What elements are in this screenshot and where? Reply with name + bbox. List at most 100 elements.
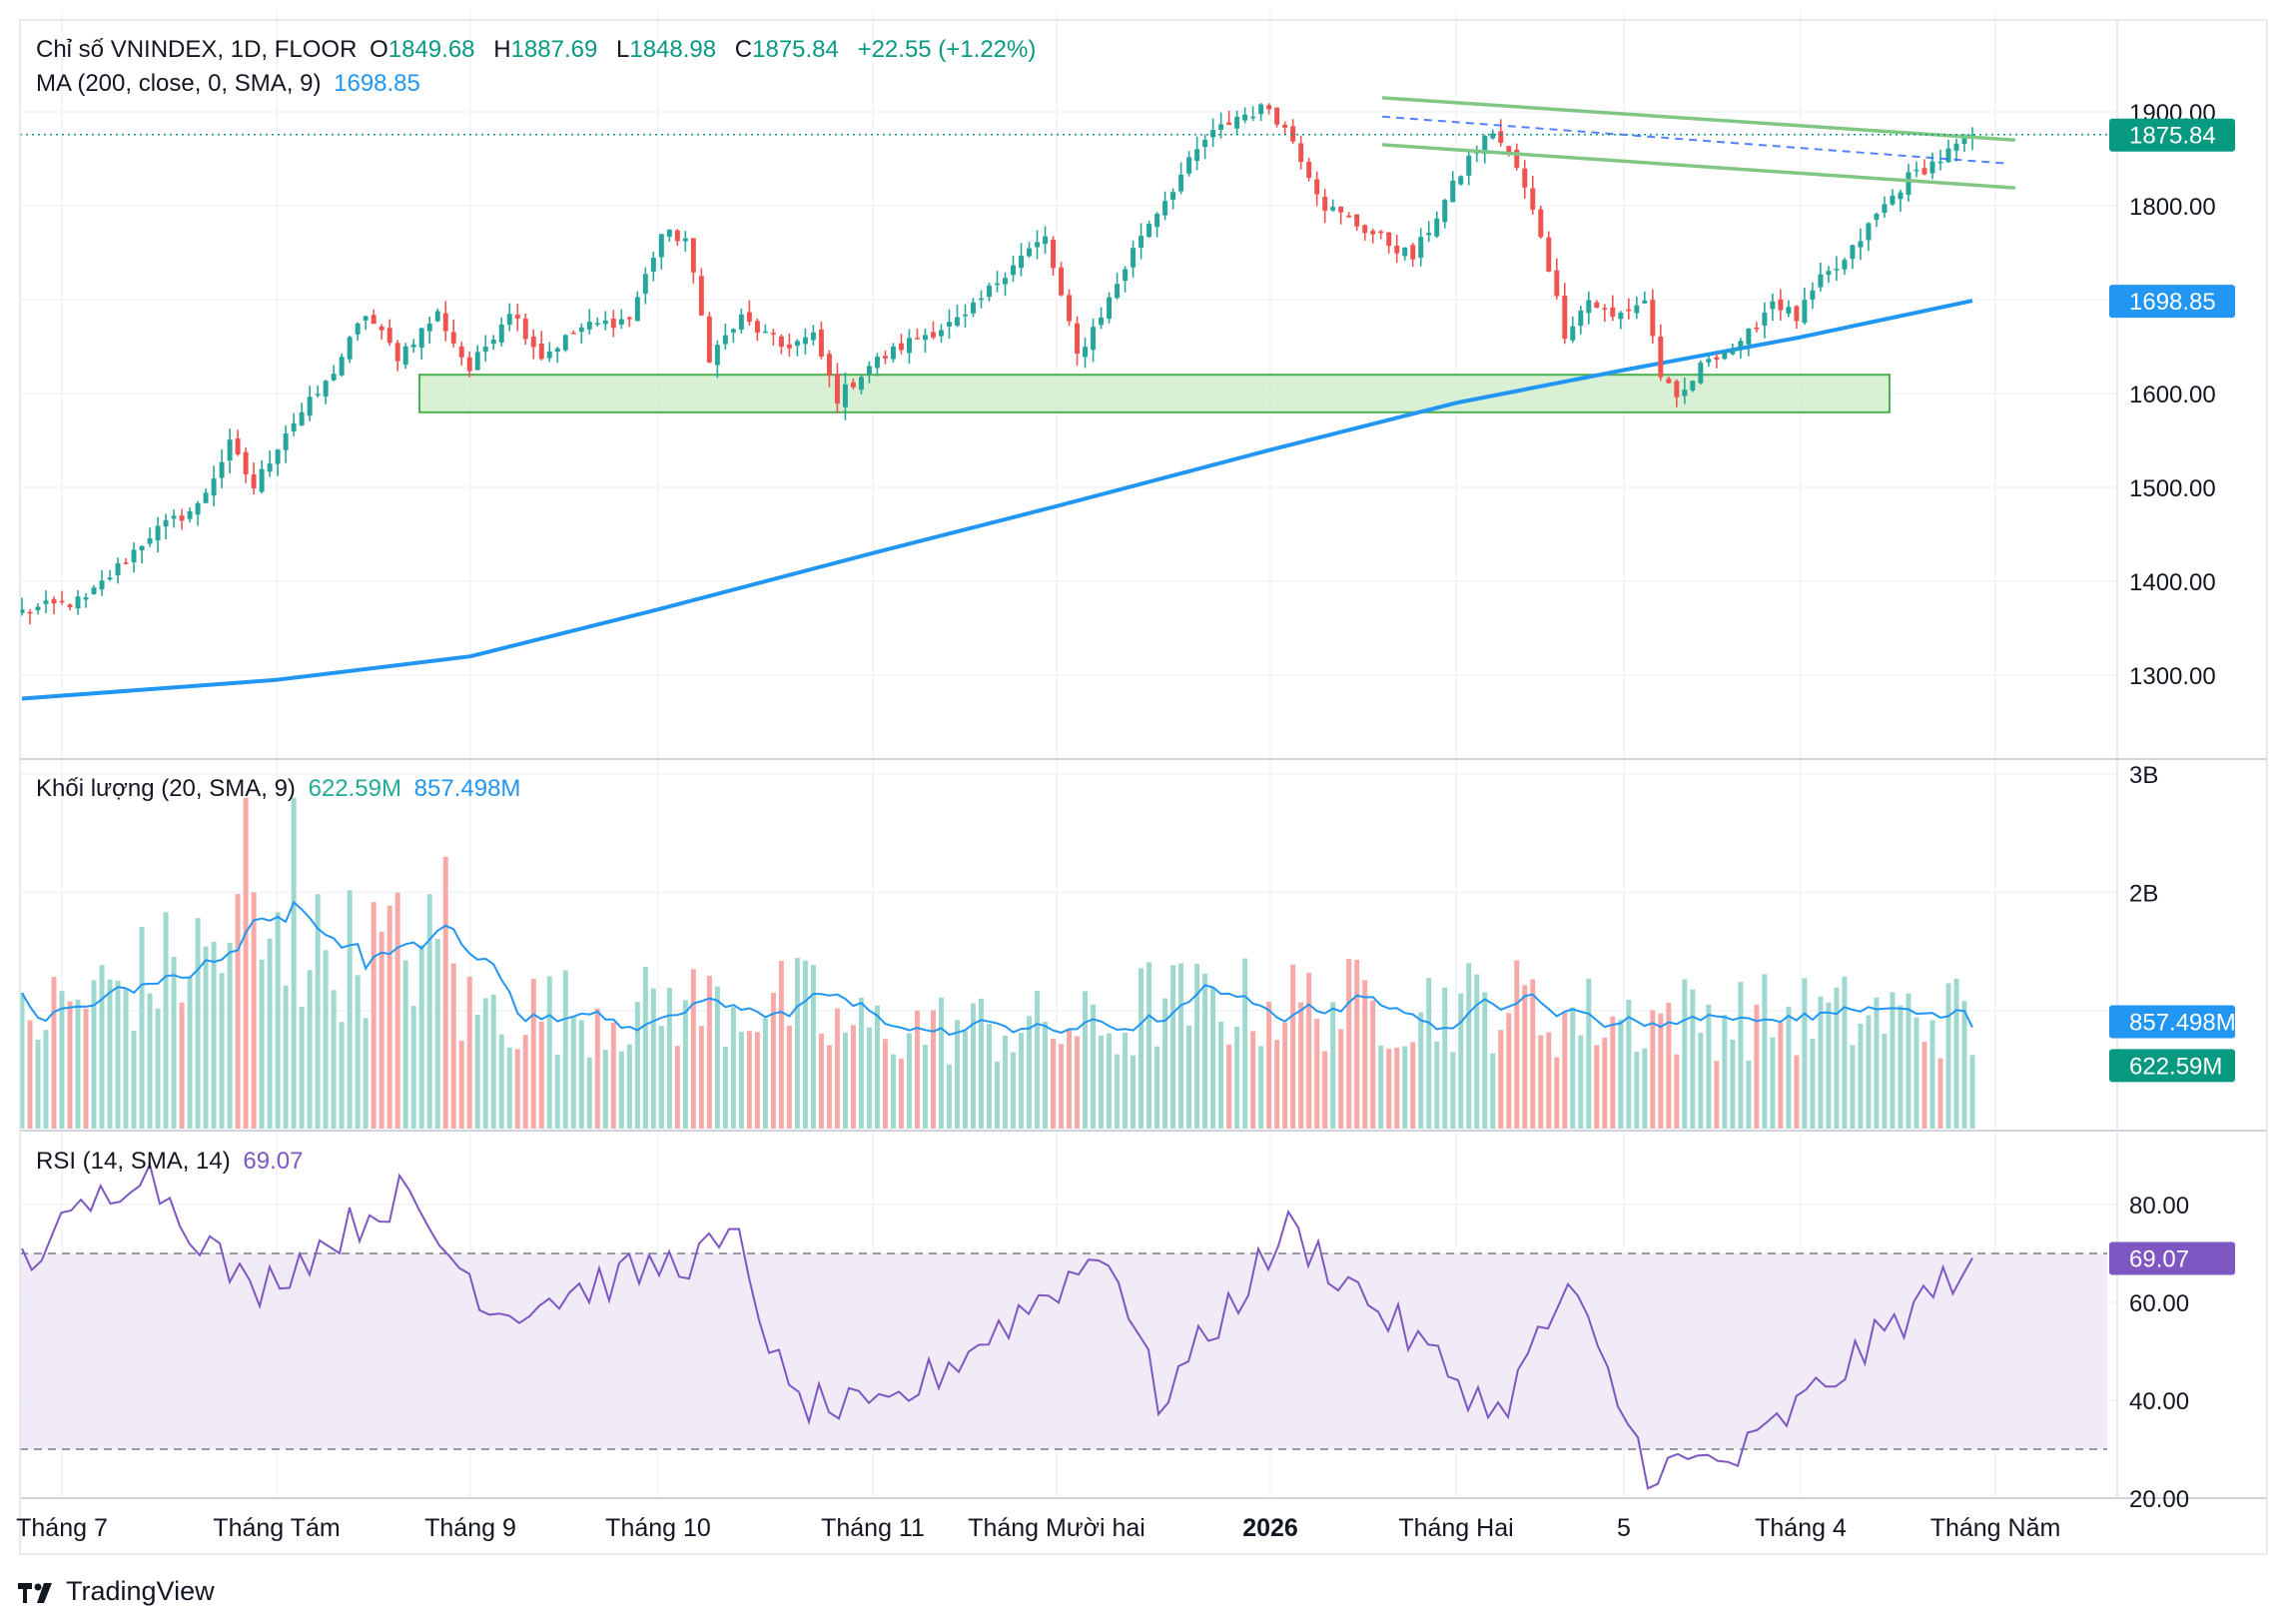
rsi-tick-label: 20.00 <box>2129 1486 2189 1513</box>
candle-body <box>674 230 680 242</box>
candle-body <box>1802 300 1808 324</box>
candle-body <box>474 352 480 371</box>
volume-bar <box>818 1033 824 1129</box>
candle-body <box>1442 200 1448 223</box>
candle-body <box>554 348 560 353</box>
candle-body <box>371 315 377 325</box>
candle-body <box>762 331 768 334</box>
volume-bar <box>1498 1030 1504 1129</box>
volume-bar <box>1434 1041 1440 1129</box>
volume-ma-value: 857.498M <box>413 775 521 802</box>
volume-bar <box>594 1008 600 1129</box>
candle-body <box>714 345 720 366</box>
candle-body <box>1266 105 1272 110</box>
volume-bar <box>1410 1042 1416 1129</box>
candle-body <box>1067 295 1073 322</box>
volume-ma-line <box>21 900 1973 1037</box>
candle-body <box>91 587 97 595</box>
candle-body <box>1250 116 1256 119</box>
volume-bar <box>1338 1029 1344 1129</box>
candle-body <box>410 344 416 348</box>
volume-bar <box>1099 1035 1105 1129</box>
volume-bar <box>714 986 720 1129</box>
volume-bar <box>610 1022 616 1129</box>
volume-bar <box>259 959 265 1129</box>
close-value: 1875.84 <box>752 36 839 63</box>
volume-bar <box>626 1044 632 1129</box>
volume-bar <box>123 988 129 1129</box>
change-value: +22.55 (+1.22%) <box>857 36 1037 63</box>
volume-bar <box>283 985 289 1129</box>
candle-body <box>602 320 608 325</box>
candle-body <box>1027 248 1032 257</box>
volume-bar <box>59 991 65 1129</box>
candle-body <box>938 330 944 337</box>
candle-body <box>954 317 960 326</box>
volume-bar <box>778 961 784 1129</box>
ma200-path <box>21 299 1973 701</box>
volume-bar <box>1067 1029 1073 1129</box>
volume-bar <box>227 942 233 1129</box>
volume-bar <box>1178 963 1184 1129</box>
candle-body <box>666 229 672 237</box>
candle-body <box>738 314 744 330</box>
volume-bar <box>1530 979 1536 1129</box>
candle-body <box>698 276 704 316</box>
volume-bar <box>570 1016 576 1129</box>
candle-body <box>562 335 568 351</box>
ma-price-label: 1698.85 <box>2129 289 2216 316</box>
candle-body <box>27 611 33 614</box>
volume-bar <box>386 905 392 1129</box>
low-label: L <box>615 36 630 63</box>
ma-label: MA (200, close, 0, SMA, 9) <box>36 70 322 97</box>
candle-body <box>506 314 512 326</box>
candle-body <box>890 346 896 360</box>
candle-body <box>115 563 121 575</box>
candle-body <box>1858 241 1864 248</box>
volume-tick-label: 3B <box>2129 762 2158 789</box>
candle-body <box>1298 143 1304 162</box>
volume-bar <box>770 992 776 1129</box>
candle-body <box>243 451 249 474</box>
volume-bar <box>1921 1042 1927 1129</box>
time-tick-label: Tháng Tám <box>213 1514 340 1542</box>
rsi-label: RSI (14, SMA, 14) <box>36 1148 231 1175</box>
candle-body <box>530 336 536 348</box>
candle-body <box>211 478 217 496</box>
volume-bar <box>682 1000 688 1129</box>
volume-bar <box>315 894 321 1129</box>
volume-bar <box>450 963 456 1129</box>
volume-bar <box>1810 1038 1816 1129</box>
candle-body <box>1594 302 1600 309</box>
volume-bar <box>1442 987 1448 1129</box>
candle-body <box>1426 233 1432 236</box>
candle-body <box>874 357 880 369</box>
volume-bar <box>1674 1054 1680 1129</box>
candle-body <box>1929 161 1935 174</box>
volume-bar <box>235 894 241 1129</box>
symbol-title: Chỉ số VNINDEX, 1D, FLOOR <box>36 36 358 63</box>
tradingview-logo[interactable]: TradingView <box>18 1576 215 1607</box>
candle-body <box>979 298 984 301</box>
volume-bar <box>850 1025 856 1129</box>
volume-bar <box>243 797 249 1129</box>
candle-body <box>1522 168 1528 188</box>
volume-bar <box>1722 1015 1728 1129</box>
volume-bar <box>139 926 145 1129</box>
candle-body <box>1099 317 1105 326</box>
volume-bar <box>554 1054 560 1129</box>
volume-bar <box>1043 1022 1049 1129</box>
volume-legend: Khối lượng (20, SMA, 9) 622.59M 857.498M <box>36 775 526 803</box>
candle-body <box>171 515 177 519</box>
channel-lines <box>20 96 2107 190</box>
volume-bar <box>1834 987 1840 1129</box>
candle-body <box>331 374 337 381</box>
volume-bar <box>323 950 329 1129</box>
candle-body <box>1898 192 1904 200</box>
price-tick-label: 1400.00 <box>2129 569 2216 596</box>
volume-bar <box>1019 1032 1024 1129</box>
candles <box>19 103 1975 625</box>
volume-bar <box>195 918 201 1129</box>
volume-bar <box>1826 1002 1832 1129</box>
candle-body <box>1194 149 1200 162</box>
